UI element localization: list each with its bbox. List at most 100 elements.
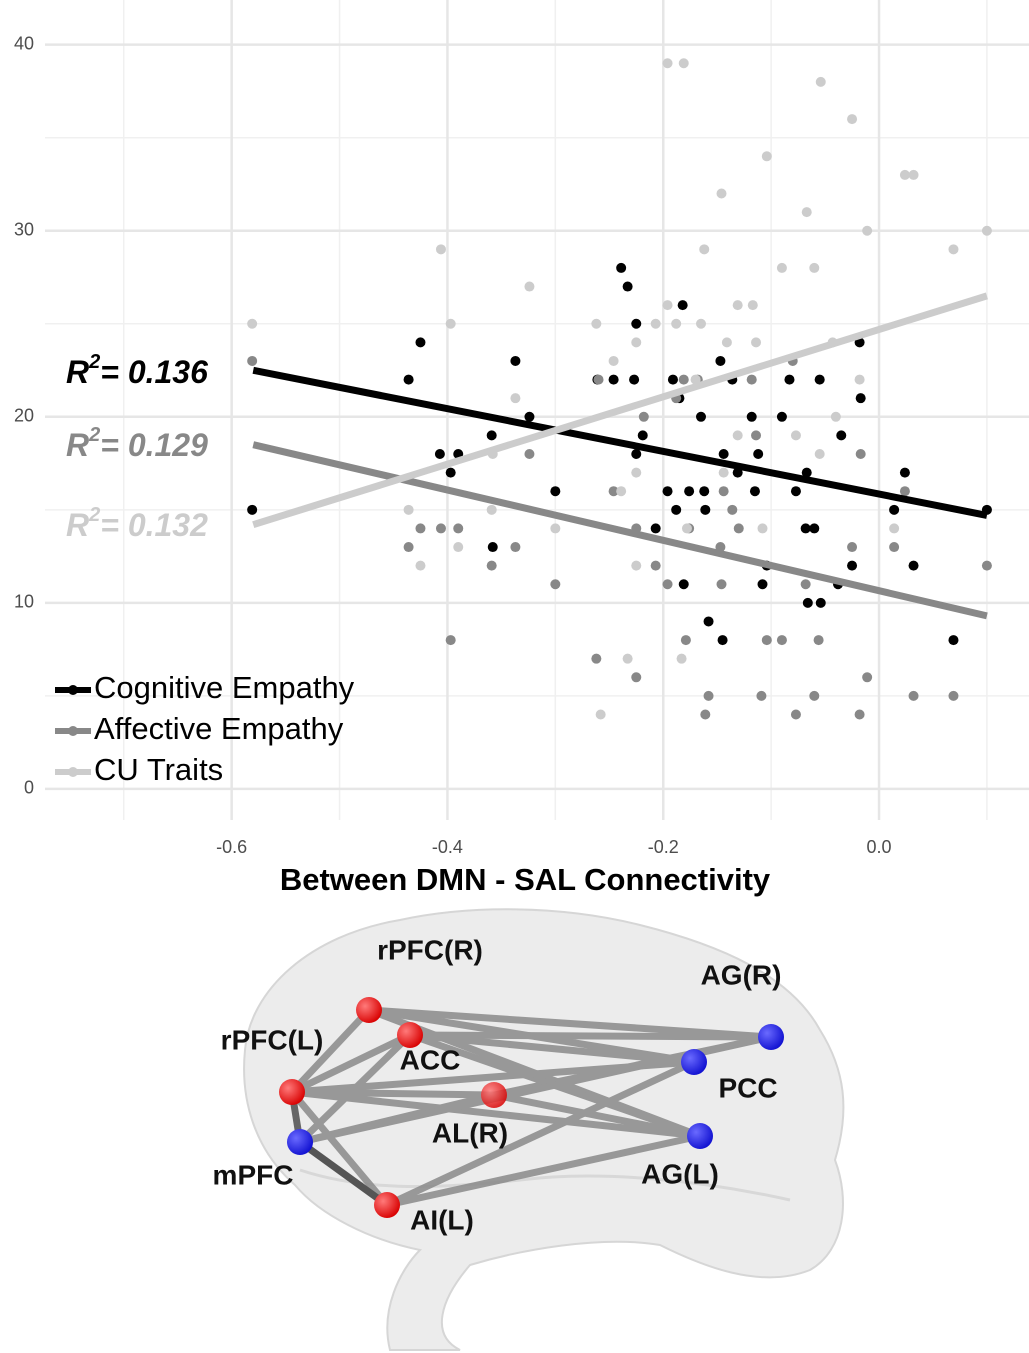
point — [663, 486, 673, 496]
r2-label: R2= 0.132 — [66, 504, 208, 543]
y-tick-label: 40 — [14, 33, 34, 53]
point — [719, 468, 729, 478]
point — [446, 635, 456, 645]
point — [734, 523, 744, 533]
point — [677, 654, 687, 664]
node-label: rPFC(L) — [221, 1024, 324, 1055]
x-axis-title: Between DMN - SAL Connectivity — [280, 862, 771, 897]
point — [631, 561, 641, 571]
r2-rest: = 0.129 — [100, 427, 208, 463]
point — [446, 468, 456, 478]
point — [631, 468, 641, 478]
point — [679, 375, 689, 385]
point — [889, 542, 899, 552]
point — [747, 412, 757, 422]
node — [758, 1024, 784, 1050]
point — [751, 337, 761, 347]
point — [948, 635, 958, 645]
point — [550, 523, 560, 533]
point — [510, 356, 520, 366]
point — [753, 449, 763, 459]
point — [696, 319, 706, 329]
point — [524, 412, 534, 422]
point — [748, 300, 758, 310]
page: Between DMN - SAL Connectivity — [0, 0, 1029, 1353]
point — [550, 486, 560, 496]
point — [816, 598, 826, 608]
r2-base: R — [66, 507, 89, 543]
node — [356, 997, 382, 1023]
r2-label: R2= 0.129 — [66, 424, 208, 463]
point — [591, 654, 601, 664]
point — [750, 486, 760, 496]
point — [629, 375, 639, 385]
point — [651, 319, 661, 329]
point — [758, 523, 768, 533]
point — [982, 226, 992, 236]
x-tick-label: -0.6 — [216, 837, 247, 857]
point — [762, 635, 772, 645]
legend-dot — [68, 767, 78, 777]
node-label: ACC — [400, 1044, 461, 1075]
point — [453, 523, 463, 533]
y-tick-label: 10 — [14, 592, 34, 612]
point — [733, 300, 743, 310]
point — [651, 523, 661, 533]
point — [717, 189, 727, 199]
point — [758, 579, 768, 589]
point — [678, 300, 688, 310]
point — [638, 430, 648, 440]
point — [801, 579, 811, 589]
node-label: rPFC(R) — [377, 934, 483, 965]
x-tick-label: -0.4 — [432, 837, 463, 857]
fit-line — [253, 445, 987, 616]
point — [809, 523, 819, 533]
point — [889, 505, 899, 515]
edge — [292, 1092, 494, 1095]
point — [247, 356, 257, 366]
point — [404, 505, 414, 515]
x-tick-label: -0.2 — [648, 837, 679, 857]
node-label: AG(L) — [641, 1158, 719, 1189]
point — [435, 449, 445, 459]
point — [609, 375, 619, 385]
point — [487, 561, 497, 571]
point — [668, 375, 678, 385]
point — [948, 244, 958, 254]
point — [791, 430, 801, 440]
point — [717, 579, 727, 589]
r2-sup: 2 — [88, 424, 100, 446]
point — [510, 542, 520, 552]
node — [687, 1123, 713, 1149]
point — [453, 542, 463, 552]
point — [623, 282, 633, 292]
point — [814, 635, 824, 645]
point — [682, 523, 692, 533]
point — [909, 561, 919, 571]
x-tick-label: 0.0 — [867, 837, 892, 857]
point — [663, 58, 673, 68]
point — [809, 263, 819, 273]
point — [699, 244, 709, 254]
point — [762, 151, 772, 161]
point — [700, 505, 710, 515]
point — [889, 523, 899, 533]
point — [909, 691, 919, 701]
point — [404, 375, 414, 385]
point — [809, 691, 819, 701]
y-tick-label: 0 — [24, 778, 34, 798]
node-label: AI(L) — [410, 1204, 474, 1235]
point — [631, 337, 641, 347]
point — [436, 244, 446, 254]
point — [631, 449, 641, 459]
point — [681, 635, 691, 645]
y-tick-label: 20 — [14, 406, 34, 426]
point — [487, 505, 497, 515]
point — [847, 114, 857, 124]
point — [803, 598, 813, 608]
point — [855, 709, 865, 719]
legend-dot — [68, 685, 78, 695]
node — [681, 1049, 707, 1075]
point — [679, 579, 689, 589]
point — [639, 412, 649, 422]
